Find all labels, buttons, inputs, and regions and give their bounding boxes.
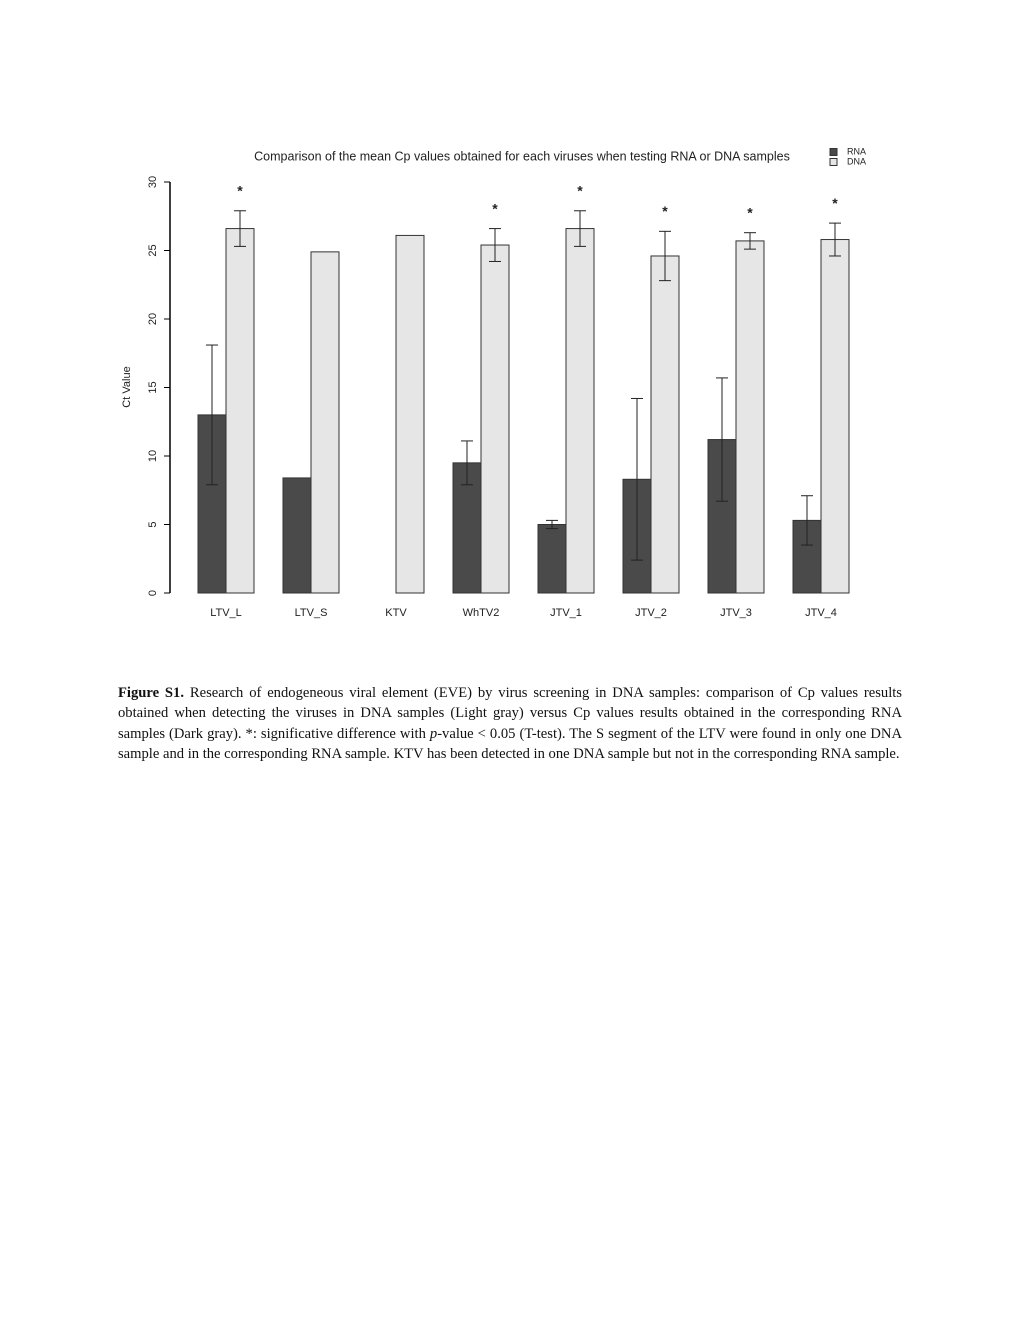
y-tick-label: 30 xyxy=(147,176,159,188)
x-tick-label: JTV_1 xyxy=(550,607,582,619)
x-tick-label: WhTV2 xyxy=(463,607,500,619)
bar xyxy=(565,228,595,594)
error-bar xyxy=(744,232,756,250)
chart-title: Comparison of the mean Cp values obtaine… xyxy=(254,149,790,163)
y-tick-label: 20 xyxy=(147,313,159,325)
significance-mark: * xyxy=(832,195,838,211)
y-tick-label: 15 xyxy=(147,381,159,393)
legend-swatch xyxy=(829,148,838,156)
x-tick-label: LTV_S xyxy=(295,607,328,619)
error-bar xyxy=(801,495,813,546)
caption: Figure S1. Research of endogeneous viral… xyxy=(118,683,902,764)
significance-mark: * xyxy=(577,182,583,198)
significance-mark: * xyxy=(492,200,498,216)
x-tick-label: JTV_3 xyxy=(720,607,752,619)
x-tick-label: JTV_4 xyxy=(805,607,837,619)
y-tick-label: 0 xyxy=(147,590,159,596)
error-bar xyxy=(461,440,473,486)
caption-text: Research of endogeneous viral element (E… xyxy=(118,685,902,742)
y-tick-label: 25 xyxy=(147,244,159,256)
error-bar xyxy=(574,210,586,247)
error-bar xyxy=(659,230,671,282)
bar xyxy=(395,234,425,594)
significance-mark: * xyxy=(662,203,668,219)
error-bar xyxy=(234,210,246,247)
bar xyxy=(225,228,255,594)
error-bar xyxy=(716,377,728,502)
y-axis-title: Ct Value xyxy=(121,366,133,407)
x-tick-label: JTV_2 xyxy=(635,607,667,619)
caption-label: Figure S1. xyxy=(118,685,184,701)
chart: Comparison of the mean Cp values obtaine… xyxy=(121,146,866,619)
caption-text: -value < 0.05 (T-test). The S segment of… xyxy=(118,725,902,762)
bar xyxy=(310,251,340,594)
bar xyxy=(537,524,567,594)
bar xyxy=(480,244,510,594)
y-tick-label: 10 xyxy=(147,450,159,462)
error-bar xyxy=(206,344,218,486)
y-tick-label: 5 xyxy=(147,521,159,527)
error-bar xyxy=(829,222,841,257)
legend-label: RNA xyxy=(847,146,866,156)
bar xyxy=(735,240,765,594)
bar xyxy=(650,255,680,594)
bar xyxy=(820,239,850,594)
significance-mark: * xyxy=(747,204,753,220)
error-bar xyxy=(489,228,501,262)
x-tick-label: KTV xyxy=(385,607,407,619)
bar xyxy=(282,477,312,594)
error-bar xyxy=(546,519,558,530)
error-bar xyxy=(631,397,643,561)
significance-mark: * xyxy=(237,182,243,198)
legend-label: DNA xyxy=(847,156,866,166)
legend-swatch xyxy=(829,158,838,166)
x-tick-label: LTV_L xyxy=(210,607,242,619)
caption-italic: p xyxy=(429,725,438,742)
